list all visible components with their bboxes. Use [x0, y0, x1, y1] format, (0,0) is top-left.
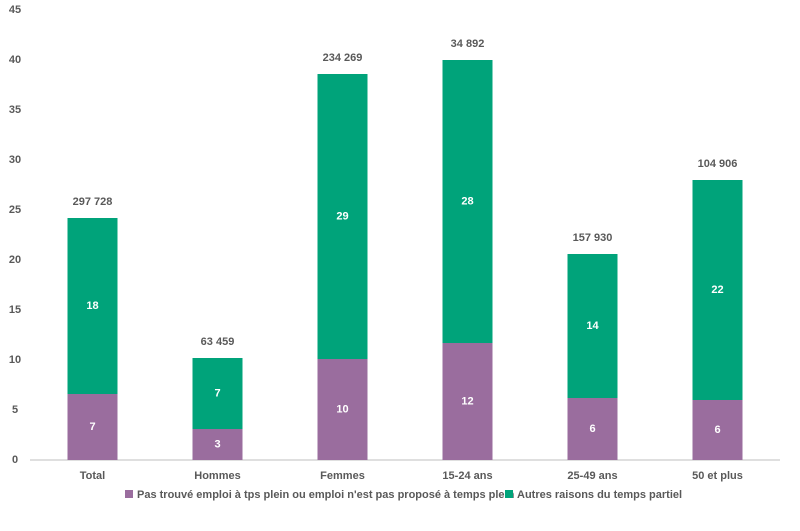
y-tick-label: 45	[9, 4, 21, 16]
y-tick-label: 30	[9, 154, 21, 166]
total-label: 34 892	[451, 38, 485, 50]
x-tick-label: Total	[80, 470, 105, 482]
y-tick-label: 15	[9, 304, 21, 316]
y-tick-label: 25	[9, 204, 21, 216]
total-label: 234 269	[323, 52, 363, 64]
value-label: 6	[589, 423, 595, 435]
legend-swatch	[125, 490, 133, 498]
legend-label: Pas trouvé emploi à tps plein ou emploi …	[137, 489, 515, 501]
total-label: 104 906	[698, 158, 738, 170]
bar-segment	[692, 400, 743, 460]
value-label: 22	[711, 284, 723, 296]
y-tick-label: 10	[9, 354, 21, 366]
value-label: 7	[89, 421, 95, 433]
bar-segment	[567, 398, 618, 460]
x-tick-label: Femmes	[320, 470, 365, 482]
x-tick-label: Hommes	[194, 470, 240, 482]
y-tick-label: 35	[9, 104, 21, 116]
total-label: 63 459	[201, 336, 235, 348]
bar-segment	[442, 343, 493, 460]
value-label: 10	[336, 403, 348, 415]
bar-segment	[442, 60, 493, 343]
value-label: 12	[461, 395, 473, 407]
legend-swatch	[505, 490, 513, 498]
bar-segment	[192, 358, 243, 429]
bar-segment	[567, 254, 618, 398]
y-tick-label: 5	[12, 404, 18, 416]
y-tick-label: 40	[9, 54, 21, 66]
x-tick-label: 50 et plus	[692, 470, 743, 482]
bar-segment	[692, 180, 743, 400]
value-label: 28	[461, 195, 473, 207]
bar-segment	[192, 429, 243, 460]
value-label: 3	[214, 438, 220, 450]
y-tick-label: 0	[12, 454, 18, 466]
x-tick-label: 15-24 ans	[442, 470, 492, 482]
bar-segment	[67, 394, 118, 460]
legend-label: Autres raisons du temps partiel	[517, 489, 682, 501]
value-label: 29	[336, 210, 348, 222]
bar-segment	[317, 359, 368, 460]
value-label: 14	[586, 320, 599, 332]
total-label: 297 728	[73, 196, 113, 208]
bar-segment	[67, 218, 118, 394]
value-label: 6	[714, 424, 720, 436]
y-tick-label: 20	[9, 254, 21, 266]
total-label: 157 930	[573, 232, 613, 244]
value-label: 18	[86, 300, 98, 312]
x-tick-label: 25-49 ans	[567, 470, 617, 482]
value-label: 7	[214, 387, 220, 399]
bar-segment	[317, 74, 368, 359]
